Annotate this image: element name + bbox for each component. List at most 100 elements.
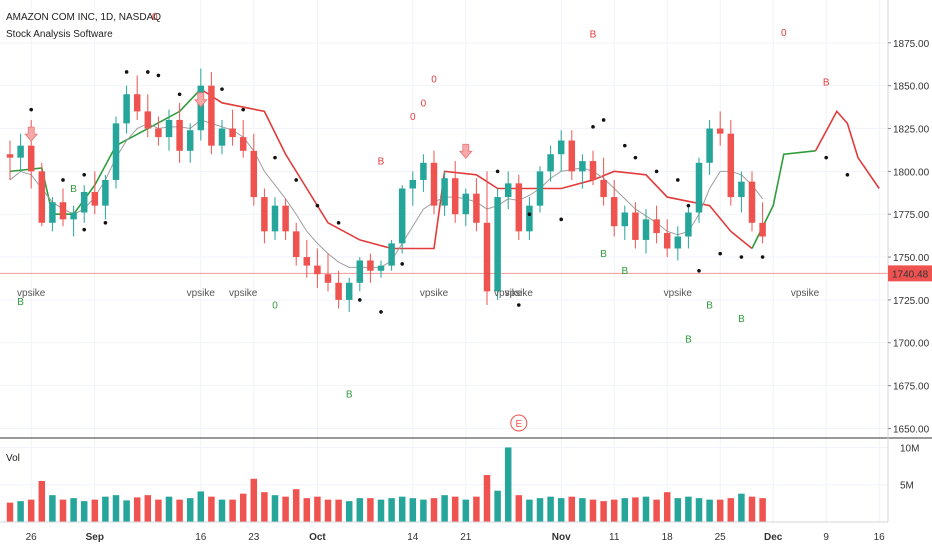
volume-bar[interactable]	[27, 499, 35, 522]
candle-body[interactable]	[367, 260, 374, 271]
candle-body[interactable]	[716, 128, 724, 134]
candle-body[interactable]	[208, 85, 215, 146]
candle-body[interactable]	[6, 154, 14, 158]
candle-body[interactable]	[632, 212, 639, 240]
candle[interactable]	[303, 239, 311, 278]
candle-body[interactable]	[197, 85, 205, 131]
candle-body[interactable]	[102, 179, 109, 206]
volume-bar[interactable]	[49, 495, 56, 522]
candle[interactable]	[420, 154, 427, 192]
candle-body[interactable]	[409, 179, 417, 189]
candle[interactable]	[430, 150, 438, 215]
volume-bar[interactable]	[568, 496, 576, 522]
volume-bar[interactable]	[748, 496, 756, 522]
volume-bar[interactable]	[356, 498, 364, 522]
volume-bar[interactable]	[345, 501, 353, 522]
candle[interactable]	[589, 150, 597, 186]
volume-bar[interactable]	[197, 491, 205, 522]
volume-bar[interactable]	[91, 499, 99, 522]
volume-bar[interactable]	[727, 498, 735, 522]
candle[interactable]	[473, 178, 480, 232]
candle[interactable]	[526, 197, 533, 240]
volume-bar[interactable]	[282, 496, 289, 522]
candle-body[interactable]	[324, 274, 332, 283]
candle[interactable]	[292, 222, 300, 266]
candle-body[interactable]	[536, 171, 544, 206]
volume-bar[interactable]	[112, 495, 120, 522]
candle-body[interactable]	[653, 219, 660, 234]
volume-bar[interactable]	[155, 499, 162, 522]
candle-body[interactable]	[70, 212, 77, 220]
candle-body[interactable]	[685, 212, 692, 237]
volume-bar[interactable]	[515, 495, 523, 522]
candle[interactable]	[282, 198, 289, 240]
candle-body[interactable]	[759, 222, 766, 237]
candle-body[interactable]	[473, 193, 480, 223]
volume-bar[interactable]	[229, 499, 236, 522]
volume-bar[interactable]	[621, 498, 629, 522]
earnings-marker[interactable]: E	[510, 414, 528, 432]
volume-bar[interactable]	[600, 501, 607, 522]
candle[interactable]	[218, 119, 226, 155]
candle-body[interactable]	[123, 94, 130, 124]
volume-bar[interactable]	[473, 496, 480, 522]
volume-bar[interactable]	[557, 498, 565, 522]
volume-bar[interactable]	[271, 495, 279, 522]
volume-bar[interactable]	[102, 496, 109, 522]
volume-bar[interactable]	[6, 502, 14, 522]
candle[interactable]	[80, 185, 88, 223]
candle[interactable]	[642, 209, 650, 254]
candle[interactable]	[451, 161, 459, 223]
candle[interactable]	[324, 253, 332, 292]
candle[interactable]	[600, 157, 607, 206]
candle-body[interactable]	[17, 145, 24, 158]
candle-body[interactable]	[388, 243, 395, 266]
candle[interactable]	[112, 116, 120, 189]
candle-body[interactable]	[165, 119, 173, 138]
candle-body[interactable]	[483, 222, 491, 292]
candle-body[interactable]	[186, 130, 194, 151]
candle[interactable]	[727, 119, 735, 206]
volume-bar[interactable]	[632, 497, 639, 522]
candle-body[interactable]	[155, 128, 162, 138]
volume-bar[interactable]	[483, 475, 491, 522]
candle[interactable]	[186, 123, 194, 163]
candle-body[interactable]	[176, 119, 183, 151]
candle-body[interactable]	[430, 162, 438, 206]
candle[interactable]	[547, 145, 554, 182]
candle[interactable]	[6, 140, 14, 180]
candle-body[interactable]	[335, 282, 342, 300]
candle-body[interactable]	[451, 178, 459, 215]
volume-bar[interactable]	[716, 499, 724, 522]
candle-body[interactable]	[91, 191, 99, 206]
volume-bar[interactable]	[653, 499, 660, 522]
volume-bar[interactable]	[38, 481, 46, 522]
volume-bar[interactable]	[409, 498, 417, 522]
candle-body[interactable]	[420, 162, 427, 180]
candle-body[interactable]	[663, 233, 671, 249]
candle-body[interactable]	[250, 150, 258, 198]
candle[interactable]	[59, 188, 67, 227]
candle[interactable]	[144, 94, 152, 138]
candle[interactable]	[483, 171, 491, 306]
candle[interactable]	[176, 102, 183, 163]
candle-body[interactable]	[377, 265, 385, 271]
candle[interactable]	[568, 130, 576, 180]
candle-body[interactable]	[621, 212, 629, 227]
volume-bar[interactable]	[218, 499, 226, 522]
candle[interactable]	[38, 162, 46, 227]
volume-bar[interactable]	[123, 500, 130, 522]
volume-bar[interactable]	[144, 495, 152, 522]
volume-bar[interactable]	[208, 496, 215, 522]
candle-body[interactable]	[738, 181, 745, 198]
volume-bar[interactable]	[59, 499, 67, 522]
volume-bar[interactable]	[738, 493, 745, 522]
candle-body[interactable]	[229, 128, 236, 138]
volume-bar[interactable]	[685, 496, 692, 522]
volume-bar[interactable]	[398, 496, 406, 522]
volume-bar[interactable]	[420, 499, 427, 522]
volume-bar[interactable]	[706, 499, 713, 522]
candle-body[interactable]	[547, 154, 554, 172]
candle-body[interactable]	[462, 193, 470, 215]
candle[interactable]	[102, 174, 109, 220]
